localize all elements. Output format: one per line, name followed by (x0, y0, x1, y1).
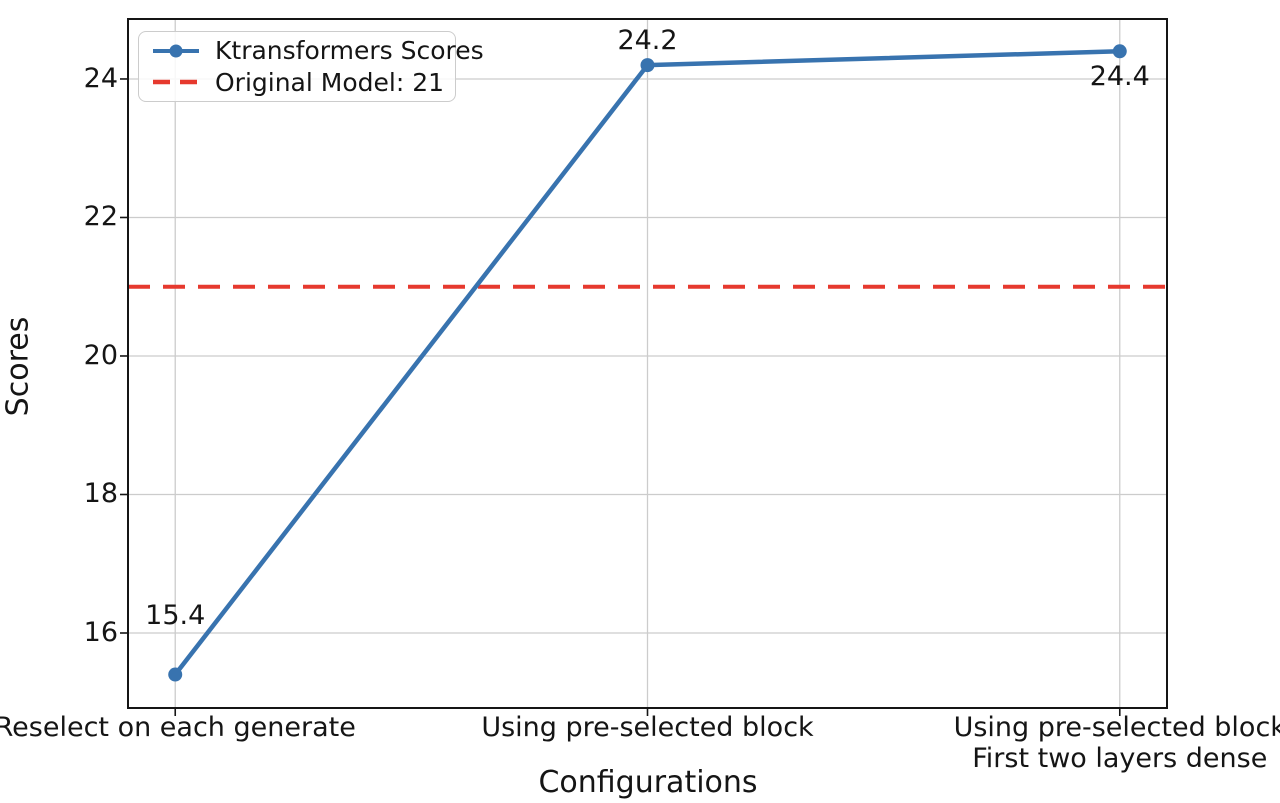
data-point-label: 24.2 (617, 25, 678, 57)
data-point-label: 24.4 (1089, 61, 1150, 93)
legend: Ktransformers Scores Original Model: 21 (138, 31, 484, 102)
x-tick-label: Using pre-selected block (481, 712, 814, 743)
data-point-marker (1112, 44, 1127, 59)
y-tick-label: 22 (83, 201, 118, 233)
data-point-marker (640, 58, 655, 73)
y-tick-label: 18 (83, 478, 118, 510)
y-tick-label: 20 (83, 339, 118, 371)
legend-item-ktransformers: Ktransformers Scores (151, 36, 484, 65)
data-point-label: 15.4 (145, 599, 206, 631)
legend-label-original-model: Original Model: 21 (215, 67, 445, 97)
legend-item-original-model: Original Model: 21 (151, 67, 445, 97)
legend-label-ktransformers: Ktransformers Scores (215, 36, 484, 66)
x-axis-title: Configurations (538, 765, 758, 800)
x-tick-label: Using pre-selected block First two layer… (953, 712, 1280, 774)
y-tick-label: 24 (83, 62, 118, 94)
legend-line-marker-sample (153, 44, 199, 58)
x-tick-label: Reselect on each generate (0, 712, 356, 743)
y-tick-label: 16 (83, 616, 118, 648)
y-axis-title: Scores (0, 316, 36, 417)
legend-dashed-line-sample (153, 79, 199, 85)
data-point-marker (168, 667, 183, 682)
